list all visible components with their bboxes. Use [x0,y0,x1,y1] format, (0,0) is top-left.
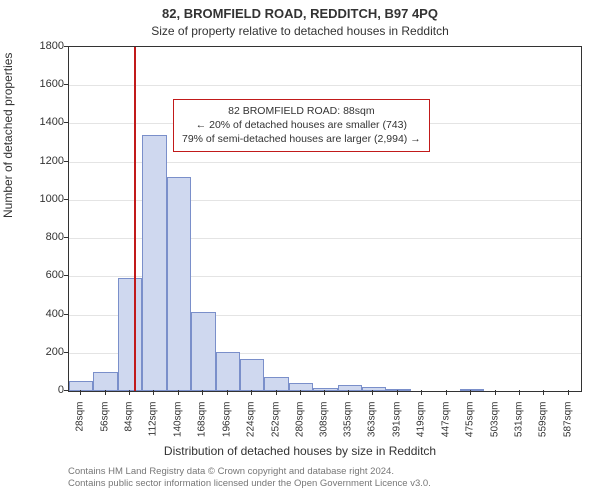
histogram-bar [386,389,410,391]
x-tick-label: 84sqm [124,402,135,450]
x-tick-mark [202,390,203,395]
y-tick-mark [64,390,69,391]
y-tick-mark [64,314,69,315]
histogram-bar [93,372,117,391]
histogram-bar [264,377,288,391]
plot-area: 82 BROMFIELD ROAD: 88sqm ← 20% of detach… [68,46,582,392]
x-tick-mark [519,390,520,395]
histogram-bar [118,278,142,391]
x-tick-label: 419sqm [416,402,427,450]
x-tick-mark [227,390,228,395]
x-tick-label: 559sqm [538,402,549,450]
y-tick-mark [64,352,69,353]
x-tick-mark [129,390,130,395]
annotation-line: 79% of semi-detached houses are larger (… [182,132,421,146]
page-subtitle: Size of property relative to detached ho… [0,24,600,38]
y-tick-label: 1600 [24,78,64,90]
page-title: 82, BROMFIELD ROAD, REDDITCH, B97 4PQ [0,6,600,21]
chart-container: 82, BROMFIELD ROAD, REDDITCH, B97 4PQ Si… [0,0,600,500]
x-tick-label: 531sqm [513,402,524,450]
x-tick-mark [470,390,471,395]
marker-vertical-line [134,47,136,391]
x-tick-label: 447sqm [440,402,451,450]
y-tick-label: 800 [24,231,64,243]
y-tick-label: 1400 [24,116,64,128]
y-tick-label: 600 [24,269,64,281]
x-tick-mark [324,390,325,395]
histogram-bar [313,388,337,391]
x-tick-mark [568,390,569,395]
histogram-bar [460,389,484,391]
x-tick-label: 280sqm [295,402,306,450]
y-tick-label: 1200 [24,155,64,167]
x-tick-label: 335sqm [342,402,353,450]
footer-attribution: Contains HM Land Registry data © Crown c… [68,466,431,491]
histogram-bar [240,359,264,391]
y-tick-mark [64,46,69,47]
histogram-bar [142,135,166,391]
y-tick-mark [64,84,69,85]
histogram-bar [362,387,386,391]
gridline-horizontal [69,85,581,86]
y-tick-mark [64,199,69,200]
y-tick-mark [64,275,69,276]
histogram-bar [338,385,362,391]
y-tick-mark [64,161,69,162]
x-tick-mark [251,390,252,395]
histogram-bar [69,381,93,392]
x-tick-mark [276,390,277,395]
y-tick-mark [64,122,69,123]
x-tick-mark [543,390,544,395]
annotation-line: ← 20% of detached houses are smaller (74… [182,118,421,132]
x-tick-label: 56sqm [99,402,110,450]
y-tick-label: 0 [24,384,64,396]
x-tick-label: 140sqm [172,402,183,450]
footer-line: Contains public sector information licen… [68,478,431,490]
x-axis-label: Distribution of detached houses by size … [0,444,600,458]
annotation-box: 82 BROMFIELD ROAD: 88sqm ← 20% of detach… [173,99,430,152]
x-tick-mark [178,390,179,395]
y-tick-label: 200 [24,346,64,358]
y-tick-label: 1800 [24,40,64,52]
x-tick-mark [446,390,447,395]
x-tick-mark [421,390,422,395]
histogram-bar [191,312,215,391]
x-tick-label: 224sqm [246,402,257,450]
x-tick-label: 475sqm [465,402,476,450]
x-tick-mark [153,390,154,395]
footer-line: Contains HM Land Registry data © Crown c… [68,466,431,478]
x-tick-mark [397,390,398,395]
histogram-bar [216,352,240,391]
x-tick-label: 112sqm [148,402,159,450]
x-tick-label: 28sqm [75,402,86,450]
histogram-bar [167,177,191,391]
x-tick-label: 308sqm [319,402,330,450]
y-tick-mark [64,237,69,238]
x-tick-mark [495,390,496,395]
y-tick-label: 400 [24,308,64,320]
x-tick-mark [348,390,349,395]
annotation-line: 82 BROMFIELD ROAD: 88sqm [182,104,421,118]
x-tick-label: 196sqm [221,402,232,450]
x-tick-mark [372,390,373,395]
x-tick-label: 363sqm [367,402,378,450]
x-tick-mark [300,390,301,395]
x-tick-label: 391sqm [391,402,402,450]
x-tick-label: 168sqm [197,402,208,450]
x-tick-label: 587sqm [562,402,573,450]
x-tick-mark [80,390,81,395]
histogram-bar [289,383,313,391]
y-axis-label: Number of detached properties [1,53,15,218]
x-tick-label: 503sqm [489,402,500,450]
y-tick-label: 1000 [24,193,64,205]
x-tick-label: 252sqm [270,402,281,450]
x-tick-mark [105,390,106,395]
